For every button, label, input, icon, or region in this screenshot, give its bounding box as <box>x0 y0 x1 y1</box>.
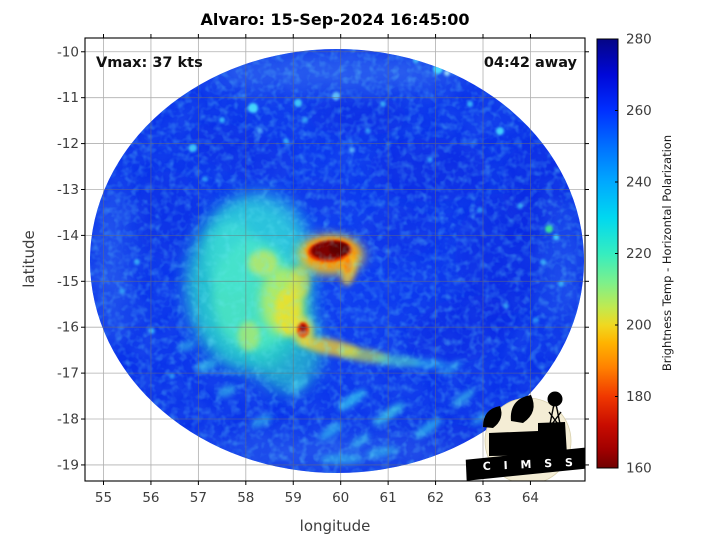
cimss-logo-silhouette <box>483 391 567 456</box>
cimss-banner-text: C I M S S <box>482 456 577 473</box>
gridlines <box>85 38 585 481</box>
cimss-logo: C I M S S <box>465 391 585 481</box>
x-tick-label: 62 <box>427 490 444 506</box>
x-tick-label: 56 <box>142 490 159 506</box>
x-tick-label: 59 <box>285 490 302 506</box>
colorbar-tick-label: 220 <box>626 246 652 262</box>
x-axis-label: longitude <box>300 517 371 535</box>
time-offset-annotation: 04:42 away <box>484 55 578 71</box>
x-tick-label: 57 <box>190 490 207 506</box>
colorbar-tick-label: 260 <box>626 103 652 119</box>
colorbar-tick-label: 160 <box>626 461 652 477</box>
swath-heatmap <box>90 49 584 473</box>
colorbar-tick-label: 280 <box>626 32 652 48</box>
plot-title: Alvaro: 15-Sep-2024 16:45:00 <box>200 10 469 29</box>
x-tick-label: 55 <box>95 490 112 506</box>
y-tick-label: -19 <box>57 457 79 473</box>
y-tick-label: -11 <box>57 90 79 106</box>
x-tick-label: 60 <box>332 490 349 506</box>
y-axis-label: latitude <box>20 230 38 288</box>
cimss-banner <box>465 447 585 481</box>
y-tick-label: -18 <box>57 412 79 428</box>
x-tick-label: 61 <box>380 490 397 506</box>
y-tick-labels: -10 -11 -12 -13 -14 -15 -16 -17 -18 -19 <box>57 44 79 473</box>
x-tick-labels: 55 56 57 58 59 60 61 62 63 64 <box>95 490 539 506</box>
axes-frame <box>84 37 586 482</box>
x-tick-label: 58 <box>237 490 254 506</box>
y-tick-label: -10 <box>57 44 79 60</box>
y-tick-label: -14 <box>57 228 79 244</box>
axis-ticks <box>81 34 589 485</box>
colorbar: 280 260 240 220 200 180 160 Brightness Temp - … <box>596 32 674 477</box>
colorbar-label: Brightness Temp - Horizontal Polarizatio… <box>660 135 674 371</box>
vmax-annotation: Vmax: 37 kts <box>96 55 203 71</box>
y-tick-label: -12 <box>57 136 79 152</box>
colorbar-tick-label: 240 <box>626 175 652 191</box>
colorbar-tick-labels: 280 260 240 220 200 180 160 <box>626 32 652 477</box>
x-tick-label: 64 <box>522 490 539 506</box>
y-tick-label: -16 <box>57 320 79 336</box>
colorbar-ticks <box>615 38 618 469</box>
x-tick-label: 63 <box>474 490 491 506</box>
colorbar-gradient <box>596 38 619 469</box>
colorbar-tick-label: 180 <box>626 389 652 405</box>
y-tick-label: -13 <box>57 182 79 198</box>
y-tick-label: -15 <box>57 274 79 290</box>
y-tick-label: -17 <box>57 366 79 382</box>
colorbar-tick-label: 200 <box>626 318 652 334</box>
